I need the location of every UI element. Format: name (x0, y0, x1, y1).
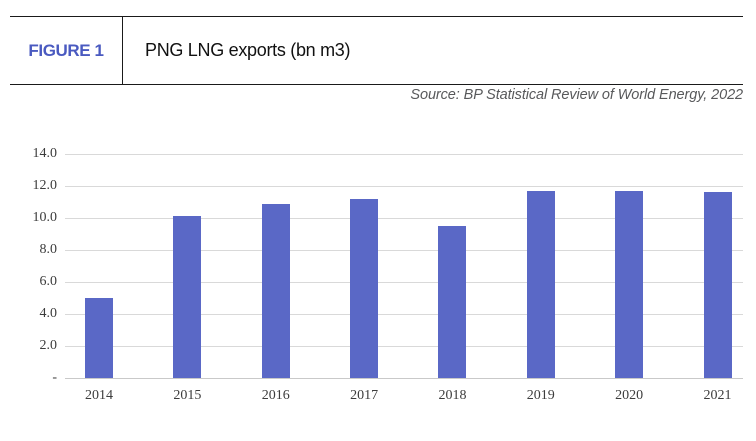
x-axis-labels: 2014 2015 2016 2017 2018 2019 2020 2021 (65, 388, 743, 410)
y-axis-labels: - 2.0 4.0 6.0 8.0 10.0 12.0 14.0 (0, 146, 58, 385)
bar-2014 (85, 298, 113, 378)
source-note: Source: BP Statistical Review of World E… (410, 87, 743, 103)
figure-header: FIGURE 1 PNG LNG exports (bn m3) (10, 16, 743, 85)
y-tick-label: 8.0 (39, 242, 58, 257)
bar-2021 (703, 192, 732, 378)
bar-2019 (526, 190, 555, 378)
y-tick-label: 12.0 (32, 178, 58, 193)
x-tick-label: 2014 (85, 388, 113, 403)
y-tick-label: 10.0 (32, 210, 58, 225)
figure-title-cell: PNG LNG exports (bn m3) (123, 17, 743, 84)
y-tick-label: 6.0 (39, 274, 58, 289)
gridline (65, 250, 743, 251)
x-tick-label: 2021 (703, 388, 732, 403)
x-tick-label: 2017 (350, 388, 379, 403)
bar-2018 (438, 226, 467, 378)
bar-2015 (173, 216, 202, 378)
gridline (65, 218, 743, 219)
x-tick-label: 2015 (173, 388, 202, 403)
bar-2017 (350, 198, 379, 378)
x-tick-label: 2018 (438, 388, 467, 403)
x-tick-label: 2019 (526, 388, 555, 403)
figure-label: FIGURE 1 (28, 40, 104, 60)
figure-label-cell: FIGURE 1 (10, 17, 123, 84)
x-tick-label: 2016 (261, 388, 290, 403)
y-tick-label: 4.0 (39, 306, 58, 321)
gridline (65, 186, 743, 187)
x-tick-label: 2020 (615, 388, 644, 403)
figure-title: PNG LNG exports (bn m3) (145, 40, 351, 60)
bar-2016 (261, 203, 290, 378)
gridline (65, 282, 743, 283)
y-tick-label: 14.0 (32, 146, 58, 161)
gridline (65, 154, 743, 155)
y-tick-label: 2.0 (39, 338, 58, 353)
gridline (65, 314, 743, 315)
y-tick-label: - (52, 370, 57, 385)
plot-area (65, 154, 743, 379)
bar-2020 (615, 190, 644, 378)
gridline (65, 346, 743, 347)
